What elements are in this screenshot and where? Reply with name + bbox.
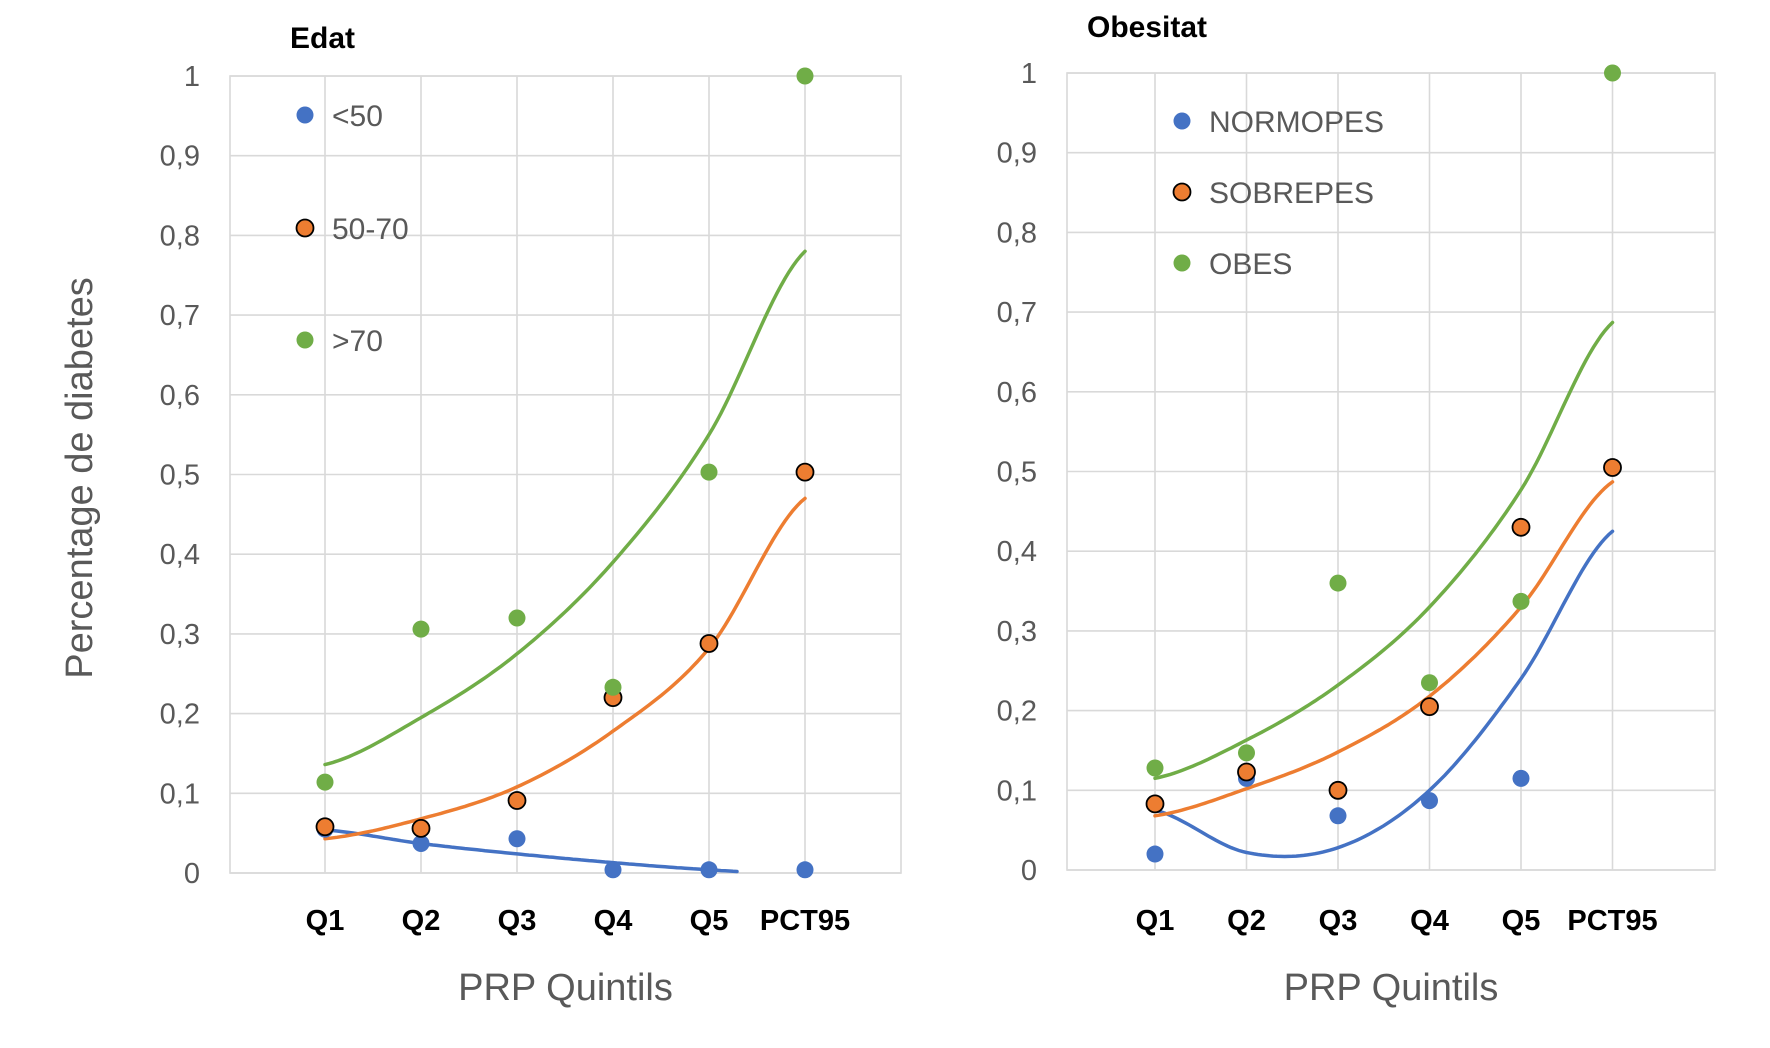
y-tick-label: 0,3 [997,616,1037,648]
data-point [411,818,431,838]
y-tick-label: 0,1 [997,775,1037,807]
data-point [316,773,334,791]
x-tick-label: Q2 [402,905,441,937]
data-point [412,620,430,638]
data-point [700,463,718,481]
legend-label: OBES [1209,248,1292,281]
data-point [412,835,430,853]
trendline [1153,480,1615,818]
x-tick-label: PCT95 [1567,905,1657,937]
data-point [315,817,335,837]
legend-marker [1173,254,1191,272]
trendline [323,496,807,841]
data-point [508,609,526,627]
data-point [1420,697,1439,717]
data-point [1329,807,1347,825]
data-point [1603,458,1622,477]
legend-label: 50-70 [332,213,409,246]
x-tick-label: Q5 [690,905,729,937]
data-point [1146,759,1164,777]
data-point [1512,592,1530,610]
x-tick-label: Q2 [1227,905,1266,937]
legend-label: NORMOPES [1209,106,1384,139]
y-tick-label: 0,7 [997,297,1037,329]
y-tick-label: 1 [184,61,200,93]
data-point [1511,517,1531,537]
y-tick-label: 0,5 [160,460,200,492]
legend-marker [296,331,314,349]
data-point [1421,792,1438,810]
data-point [507,791,527,810]
data-point [1145,794,1165,814]
x-tick-label: PCT95 [760,905,850,937]
legend-marker [295,218,315,238]
x-axis-title: PRP Quintils [458,967,673,1009]
y-tick-label: 0,5 [997,457,1037,489]
y-tick-label: 0,9 [160,141,200,173]
x-tick-label: Q1 [306,905,345,937]
data-point [1237,762,1256,782]
legend-label: <50 [332,100,383,133]
x-tick-label: Q4 [1410,905,1449,937]
x-tick-label: Q3 [498,905,537,937]
legend-marker [1172,182,1192,202]
data-point [604,861,622,879]
y-tick-label: 0,2 [997,696,1037,728]
data-point [1328,780,1348,800]
y-tick-label: 0,6 [997,377,1037,409]
y-tick-label: 0,2 [160,699,200,731]
chart-edat: Edat 0 0,1 0,2 0,3 0,4 0,5 0,6 0,7 0,8 0,9 1 Q1 Q2 Q3 Q… [160,22,902,1009]
y-tick-label: 0,9 [997,138,1037,170]
trendline [323,249,807,767]
legend-label: >70 [332,325,383,358]
chart-title: Edat [290,22,355,55]
legend-marker [1173,112,1191,130]
y-tick-label: 0,8 [160,220,200,252]
trendline [323,828,739,874]
data-point [1421,674,1438,692]
data-point [604,678,622,696]
y-tick-label: 0,3 [160,619,200,651]
y-tick-label: 0 [1021,855,1037,887]
data-point [795,462,815,482]
data-point [508,830,526,848]
y-tick-label: 1 [1021,58,1037,90]
y-tick-label: 0,8 [997,217,1037,249]
chart-obesitat: Obesitat 0 0,1 0,2 0,3 0,4 0,5 0,6 0,7 0,8 0,9 1 Q1 Q… [997,11,1716,1009]
y-axis-title: Percentage de diabetes [59,277,101,678]
x-tick-label: Q5 [1502,905,1541,937]
x-tick-label: Q3 [1319,905,1358,937]
plot-area [229,75,902,874]
data-point [700,861,718,879]
data-point [1512,769,1530,787]
x-tick-label: Q4 [594,905,633,937]
trendline [1153,529,1615,859]
data-point [796,67,814,85]
trendline [1153,320,1615,781]
y-tick-label: 0,4 [997,536,1037,568]
y-tick-label: 0,6 [160,380,200,412]
data-point [699,634,719,653]
data-point [1604,64,1621,82]
plot-area [1066,72,1716,871]
y-tick-label: 0,7 [160,300,200,332]
chart-title: Obesitat [1087,11,1207,44]
x-axis-title: PRP Quintils [1284,967,1499,1009]
x-tick-label: Q1 [1136,905,1175,937]
y-tick-label: 0 [184,858,200,890]
data-point [1329,574,1347,592]
legend-label: SOBREPES [1209,177,1374,210]
data-point [1238,744,1255,762]
data-point [1146,845,1164,863]
data-point [796,861,814,879]
y-tick-label: 0,1 [160,778,200,810]
legend-marker [296,106,314,124]
y-tick-label: 0,4 [160,539,200,571]
